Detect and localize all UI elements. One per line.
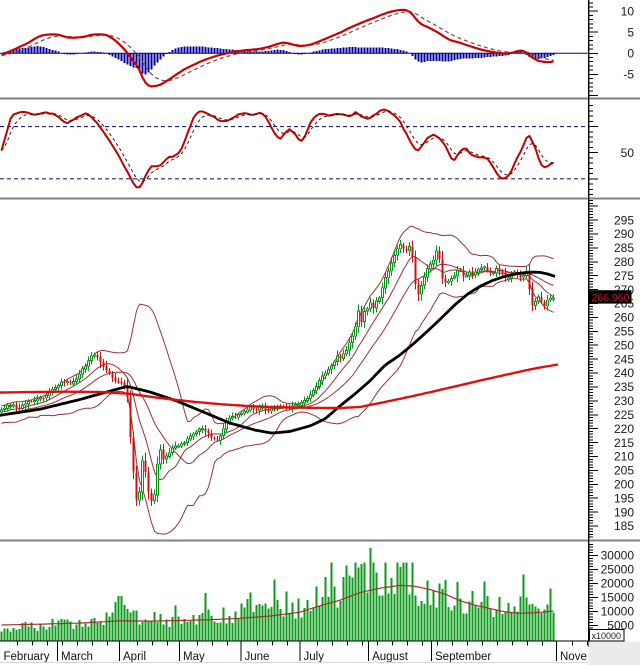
svg-text:266.960: 266.960 bbox=[592, 292, 630, 304]
svg-text:205: 205 bbox=[614, 464, 634, 478]
svg-text:215: 215 bbox=[614, 436, 634, 450]
svg-text:195: 195 bbox=[614, 491, 634, 505]
svg-text:-5: -5 bbox=[623, 68, 634, 82]
svg-text:295: 295 bbox=[614, 213, 634, 227]
svg-text:x10000: x10000 bbox=[592, 631, 622, 641]
svg-text:0: 0 bbox=[627, 47, 634, 61]
svg-text:185: 185 bbox=[614, 519, 634, 533]
svg-text:July: July bbox=[304, 651, 325, 663]
svg-text:285: 285 bbox=[614, 241, 634, 255]
svg-text:225: 225 bbox=[614, 408, 634, 422]
svg-text:20000: 20000 bbox=[601, 577, 635, 591]
svg-text:August: August bbox=[372, 651, 409, 663]
svg-text:275: 275 bbox=[614, 269, 634, 283]
svg-text:May: May bbox=[183, 651, 205, 663]
svg-text:245: 245 bbox=[614, 352, 634, 366]
svg-text:10000: 10000 bbox=[601, 605, 635, 619]
svg-text:220: 220 bbox=[614, 422, 634, 436]
svg-text:200: 200 bbox=[614, 478, 634, 492]
svg-text:September: September bbox=[435, 651, 491, 663]
svg-text:280: 280 bbox=[614, 255, 634, 269]
svg-text:5: 5 bbox=[627, 26, 634, 40]
svg-text:15000: 15000 bbox=[601, 591, 635, 605]
svg-text:March: March bbox=[61, 651, 93, 663]
svg-text:10: 10 bbox=[621, 4, 635, 18]
svg-text:240: 240 bbox=[614, 366, 634, 380]
svg-text:June: June bbox=[245, 651, 270, 663]
svg-text:290: 290 bbox=[614, 227, 634, 241]
svg-text:230: 230 bbox=[614, 394, 634, 408]
svg-text:30000: 30000 bbox=[601, 549, 635, 563]
svg-text:25000: 25000 bbox=[601, 563, 635, 577]
svg-text:50: 50 bbox=[621, 146, 635, 160]
svg-text:235: 235 bbox=[614, 380, 634, 394]
svg-text:April: April bbox=[123, 651, 146, 663]
svg-text:February: February bbox=[4, 651, 50, 663]
svg-text:190: 190 bbox=[614, 505, 634, 519]
svg-text:Nove: Nove bbox=[560, 651, 587, 663]
svg-text:260: 260 bbox=[614, 311, 634, 325]
svg-text:250: 250 bbox=[614, 338, 634, 352]
svg-text:210: 210 bbox=[614, 450, 634, 464]
svg-text:255: 255 bbox=[614, 325, 634, 339]
